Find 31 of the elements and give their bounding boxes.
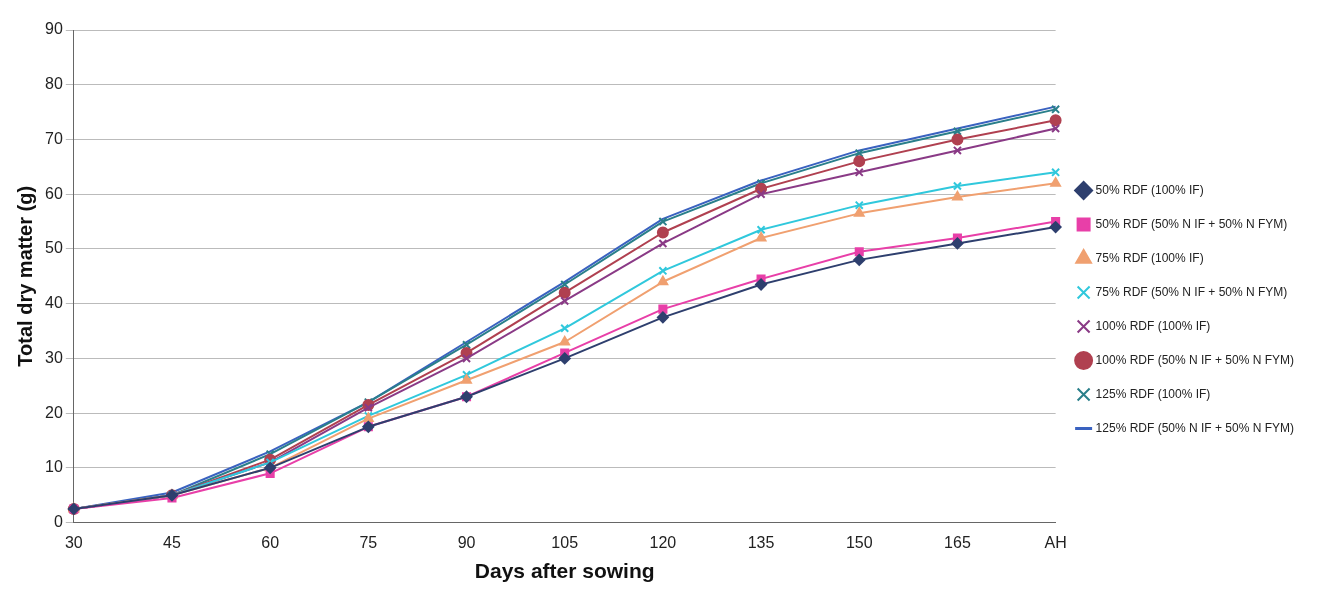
- y-tick-label: 60: [45, 184, 63, 202]
- x-tick-label: 45: [163, 533, 181, 551]
- y-tick-label: 40: [45, 294, 63, 312]
- y-tick-label: 20: [45, 403, 63, 421]
- y-tick-label: 90: [45, 20, 63, 38]
- legend-label: 50% RDF (100% IF): [1095, 182, 1204, 197]
- x-tick-label: 75: [359, 533, 378, 551]
- x-tick-label: 120: [649, 533, 677, 551]
- x-tick-label: AH: [1044, 533, 1067, 551]
- legend-label: 75% RDF (100% IF): [1095, 250, 1204, 265]
- x-tick-label: 90: [457, 533, 476, 551]
- x-tick-label: 150: [845, 533, 873, 551]
- x-tick-label: 135: [747, 533, 775, 551]
- legend-label: 100% RDF (100% IF): [1095, 318, 1211, 333]
- y-tick-label: 30: [45, 348, 63, 366]
- y-tick-label: 80: [45, 75, 63, 93]
- x-tick-label: 30: [64, 533, 83, 551]
- y-tick-label: 0: [53, 513, 63, 531]
- legend-label: 125% RDF (100% IF): [1095, 386, 1211, 401]
- y-axis-title: Total dry matter (g): [13, 185, 36, 367]
- y-tick-label: 10: [45, 458, 63, 476]
- y-tick-label: 50: [45, 239, 63, 257]
- y-tick-label: 70: [45, 129, 63, 147]
- legend-label: 125% RDF (50% N IF + 50% N FYM): [1095, 420, 1294, 435]
- x-tick-label: 60: [261, 533, 280, 551]
- legend-label: 50% RDF (50% N IF + 50% N FYM): [1095, 216, 1288, 231]
- legend-label: 100% RDF (50% N IF + 50% N FYM): [1095, 352, 1294, 367]
- legend-label: 75% RDF (50% N IF + 50% N FYM): [1095, 284, 1288, 299]
- x-tick-label: 165: [944, 533, 971, 551]
- x-tick-label: 105: [551, 533, 579, 551]
- x-axis-title: Days after sowing: [474, 559, 655, 583]
